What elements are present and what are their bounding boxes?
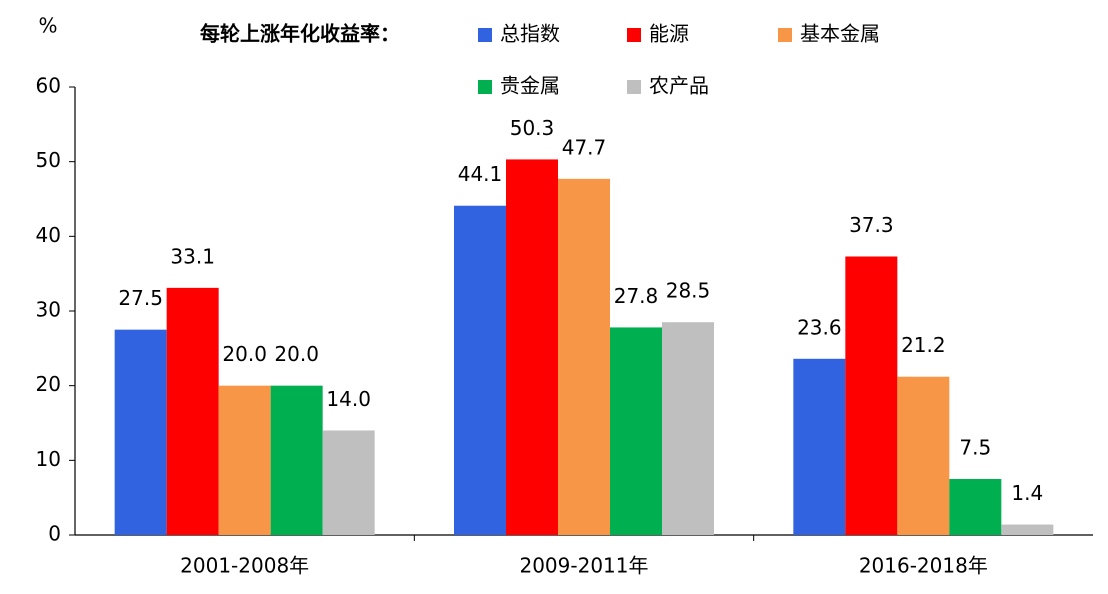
legend-label: 农产品 [649, 74, 709, 98]
data-label: 33.1 [170, 244, 215, 268]
bar [610, 327, 662, 535]
bar [218, 385, 271, 535]
legend-swatch [627, 28, 641, 42]
bar [1001, 524, 1054, 535]
data-label: 27.8 [614, 284, 659, 308]
data-label: 28.5 [666, 279, 711, 303]
bar [506, 159, 558, 535]
bar [662, 322, 714, 535]
x-tick-label: 2016-2018年 [859, 554, 988, 578]
legend-label: 贵金属 [500, 74, 560, 98]
data-label: 50.3 [510, 116, 555, 140]
chart-title: 每轮上涨年化收益率： [200, 22, 400, 46]
data-label: 20.0 [222, 342, 267, 366]
data-label: 20.0 [274, 342, 319, 366]
data-label: 21.2 [901, 333, 946, 357]
data-label: 14.0 [326, 387, 371, 411]
legend-swatch [778, 28, 792, 42]
data-label: 37.3 [849, 213, 894, 237]
y-tick-label: 40 [36, 223, 61, 247]
bar [454, 205, 506, 535]
data-label: 47.7 [562, 135, 607, 159]
legend-label: 基本金属 [800, 22, 880, 46]
bar [166, 287, 219, 535]
bar [793, 358, 846, 535]
data-label: 1.4 [1011, 481, 1043, 505]
y-tick-label: 30 [36, 298, 61, 322]
bar [322, 430, 375, 535]
x-tick-label: 2009-2011年 [519, 554, 648, 578]
bar [270, 385, 323, 535]
bar [114, 329, 167, 535]
y-tick-label: 10 [36, 447, 61, 471]
legend-swatch [478, 80, 492, 94]
y-axis-label: % [38, 14, 57, 38]
x-tick-label: 2001-2008年 [180, 554, 309, 578]
bar [897, 376, 950, 535]
data-label: 7.5 [959, 436, 991, 460]
bar [949, 479, 1002, 535]
legend-label: 能源 [649, 22, 689, 46]
data-label: 23.6 [797, 315, 842, 339]
y-tick-label: 20 [36, 372, 61, 396]
legend-label: 总指数 [500, 22, 560, 46]
data-label: 27.5 [118, 286, 163, 310]
y-tick-label: 0 [48, 522, 61, 546]
bar [845, 256, 898, 535]
y-tick-label: 60 [36, 74, 61, 98]
y-tick-label: 50 [36, 148, 61, 172]
legend-swatch [478, 28, 492, 42]
bar [558, 178, 610, 535]
legend-swatch [627, 80, 641, 94]
data-label: 44.1 [458, 162, 503, 186]
